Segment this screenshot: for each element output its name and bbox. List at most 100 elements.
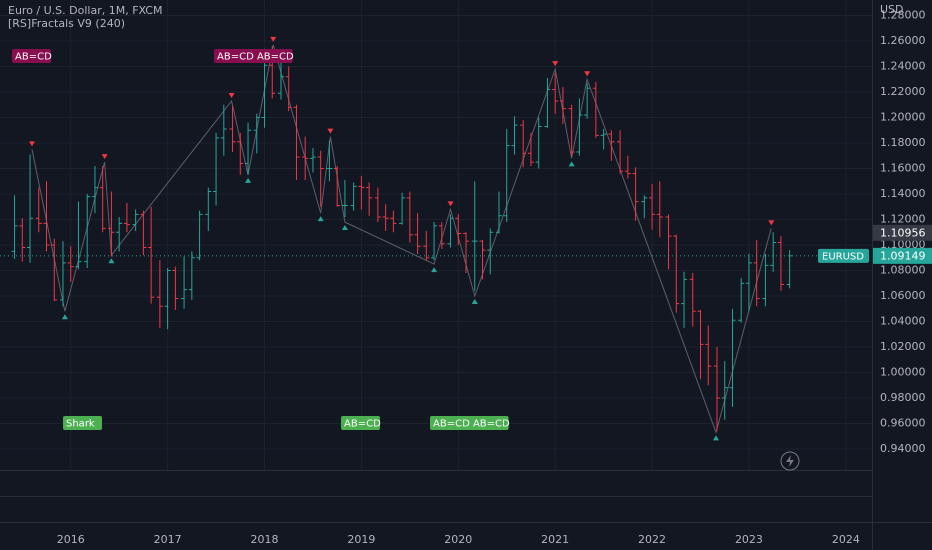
fractal-low (341, 225, 348, 231)
ohlc-bar (608, 130, 615, 161)
ohlc-bar (431, 222, 438, 261)
fractal-high (101, 154, 108, 160)
ohlc-bar (366, 182, 373, 216)
ohlc-bar (399, 192, 406, 225)
ohlc-bar (108, 191, 115, 257)
ohlc-bar (665, 214, 672, 270)
ohlc-bar (527, 132, 534, 166)
ohlc-bar (285, 66, 292, 112)
ohlc-bar (140, 210, 147, 256)
y-tick-label: 1.04000 (880, 314, 926, 327)
y-tick-label: 1.28000 (880, 9, 926, 22)
ohlc-bar (495, 191, 502, 234)
x-tick-label: 2019 (347, 533, 375, 546)
fractal-high (28, 141, 35, 147)
ohlc-bar (641, 195, 648, 219)
y-tick-label: 1.22000 (880, 85, 926, 98)
y-tick-label: 1.14000 (880, 187, 926, 200)
ohlc-bar (738, 278, 745, 323)
ohlc-bar (689, 273, 696, 327)
ohlc-bar (245, 122, 252, 175)
ohlc-bar (334, 165, 341, 207)
ohlc-bar (51, 238, 58, 302)
ohlc-bar (503, 129, 510, 223)
ohlc-bar (559, 86, 566, 124)
ohlc-bar (777, 236, 784, 291)
ohlc-bar (745, 253, 752, 312)
ohlc-bar (67, 246, 74, 282)
ohlc-bar (487, 228, 494, 275)
x-tick-label: 2020 (444, 533, 472, 546)
symbol-tag: EURUSD (822, 251, 864, 262)
ohlc-bar (188, 251, 195, 300)
ohlc-bar (59, 241, 66, 307)
ohlc-bar (27, 154, 34, 263)
ohlc-bar (11, 195, 18, 260)
y-tick-label: 1.00000 (880, 365, 926, 378)
x-tick-label: 2016 (57, 533, 85, 546)
y-tick-label: 0.94000 (880, 442, 926, 455)
y-tick-label: 1.08000 (880, 264, 926, 277)
ohlc-bar (681, 271, 688, 328)
y-tick-label: 1.20000 (880, 111, 926, 124)
pattern-label: Shark (66, 419, 95, 430)
y-tick-label: 1.12000 (880, 213, 926, 226)
pattern-label-box (214, 49, 293, 63)
ohlc-bar (592, 81, 599, 138)
ohlc-bar (656, 181, 663, 238)
ohlc-bar (35, 187, 42, 233)
ohlc-bar (43, 181, 50, 252)
fractal-low (317, 216, 324, 222)
ohlc-bar (99, 165, 106, 233)
ohlc-bar (721, 361, 728, 420)
symbol-tag-box (818, 248, 869, 263)
ohlc-bar (713, 346, 720, 432)
last-price-label: 1.09149 (880, 249, 926, 262)
fractal-low (431, 267, 438, 273)
ohlc-bar (414, 213, 421, 254)
ohlc-bar (535, 117, 542, 169)
pattern-label: AB=CD AB=CD (433, 419, 510, 430)
y-tick-label: 0.98000 (880, 391, 926, 404)
ohlc-bar (382, 204, 389, 231)
y-tick-label: 1.24000 (880, 60, 926, 73)
fractal-low (568, 161, 575, 167)
indicator-name: [RS]Fractals V9 (240) (8, 17, 125, 30)
ohlc-bar (148, 206, 155, 304)
ohlc-bar (302, 136, 309, 180)
y-tick-label: 0.96000 (880, 416, 926, 429)
ohlc-bar (374, 187, 381, 223)
ohlc-bar (697, 310, 704, 379)
ohlc-bar (438, 222, 445, 249)
ohlc-bar (205, 187, 212, 231)
fractal-high (327, 128, 334, 134)
ohlc-bar (172, 266, 179, 311)
lightning-icon (786, 455, 794, 467)
fractal-high (768, 220, 775, 226)
lightning-button[interactable] (780, 451, 800, 471)
pattern-label-box (430, 416, 509, 430)
ohlc-bar (624, 155, 631, 179)
ohlc-bar (729, 308, 736, 407)
ohlc-bar (293, 104, 300, 180)
ohlc-bar (213, 132, 220, 206)
ohlc-bar (164, 267, 171, 330)
pattern-label: AB=CD (344, 419, 381, 430)
ohlc-bar (156, 260, 163, 328)
ohlc-bar (673, 234, 680, 313)
fractal-high (552, 61, 559, 67)
chart-title: Euro / U.S. Dollar, 1M, FXCM (8, 4, 162, 17)
y-tick-label: 1.18000 (880, 136, 926, 149)
ohlc-bar (237, 132, 244, 175)
ohlc-bar (91, 165, 98, 214)
fractal-low (61, 314, 68, 320)
y-tick-label: 1.10000 (880, 238, 926, 251)
ohlc-bar (770, 232, 777, 272)
pattern-label: AB=CD AB=CD (217, 52, 294, 63)
ohlc-bar (584, 83, 591, 119)
ohlc-bar (406, 191, 413, 243)
ohlc-bar (196, 210, 203, 261)
ohlc-bar (326, 140, 333, 182)
pattern-label-box (341, 416, 380, 430)
